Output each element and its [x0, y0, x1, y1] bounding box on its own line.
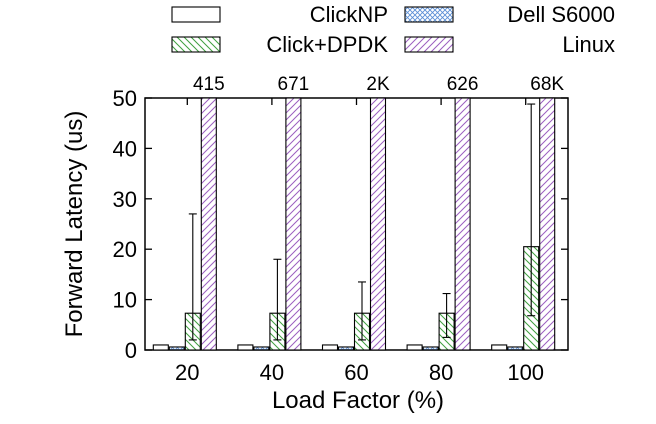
bar-dell-s6000-20 — [168, 346, 185, 351]
legend-label-click-dpdk: Click+DPDK — [266, 32, 388, 57]
bar-linux-80 — [454, 97, 471, 351]
x-tick-label: 60 — [344, 360, 368, 385]
y-axis: 0 10 20 30 40 50 — [113, 86, 568, 363]
bar-clicknp-100 — [491, 344, 508, 351]
overflow-label-40: 671 — [278, 74, 310, 95]
y-axis-label: Forward Latency (us) — [61, 111, 88, 338]
bar-dell-s6000-40 — [253, 346, 270, 351]
x-tick-label: 40 — [260, 360, 284, 385]
legend-label-linux: Linux — [562, 32, 615, 57]
x-tick-label: 20 — [175, 360, 199, 385]
legend-swatch-clicknp — [171, 6, 221, 23]
x-tick-label: 80 — [429, 360, 453, 385]
bar-dell-s6000-80 — [422, 346, 439, 351]
legend-swatch-linux — [404, 36, 454, 53]
x-axis-label: Load Factor (%) — [272, 387, 444, 414]
y-tick-label: 20 — [113, 237, 137, 262]
bar-clicknp-20 — [152, 344, 169, 351]
bar-dell-s6000-100 — [507, 346, 524, 351]
bar-linux-60 — [369, 97, 387, 351]
error-bars — [188, 103, 536, 341]
y-tick-label: 0 — [125, 338, 137, 363]
bar-dell-s6000-60 — [337, 346, 355, 351]
legend-swatch-click-dpdk — [171, 36, 221, 53]
y-tick-label: 30 — [113, 187, 137, 212]
bar-linux-40 — [285, 97, 302, 351]
y-tick-label: 40 — [113, 136, 137, 161]
bar-clicknp-80 — [406, 344, 423, 351]
bar-clicknp-60 — [321, 344, 339, 351]
overflow-label-100: 68K — [530, 74, 564, 95]
overflow-labels: 415 671 2K 626 68K — [193, 74, 564, 95]
x-axis: 20 40 60 80 100 — [175, 98, 544, 385]
bar-linux-100 — [539, 97, 556, 351]
x-tick-label: 100 — [507, 360, 544, 385]
y-tick-label: 50 — [113, 86, 137, 111]
legend: ClickNP Dell S6000 Click+DPDK Linux — [171, 2, 615, 57]
legend-swatch-dell-s6000 — [404, 6, 454, 23]
bar-clicknp-40 — [237, 344, 254, 351]
y-tick-label: 10 — [113, 288, 137, 313]
legend-label-dell-s6000: Dell S6000 — [507, 2, 615, 27]
overflow-label-60: 2K — [366, 74, 390, 95]
bars — [152, 97, 556, 351]
overflow-label-20: 415 — [193, 74, 225, 95]
overflow-label-80: 626 — [447, 74, 479, 95]
legend-label-clicknp: ClickNP — [310, 2, 388, 27]
bar-linux-20 — [200, 97, 217, 351]
